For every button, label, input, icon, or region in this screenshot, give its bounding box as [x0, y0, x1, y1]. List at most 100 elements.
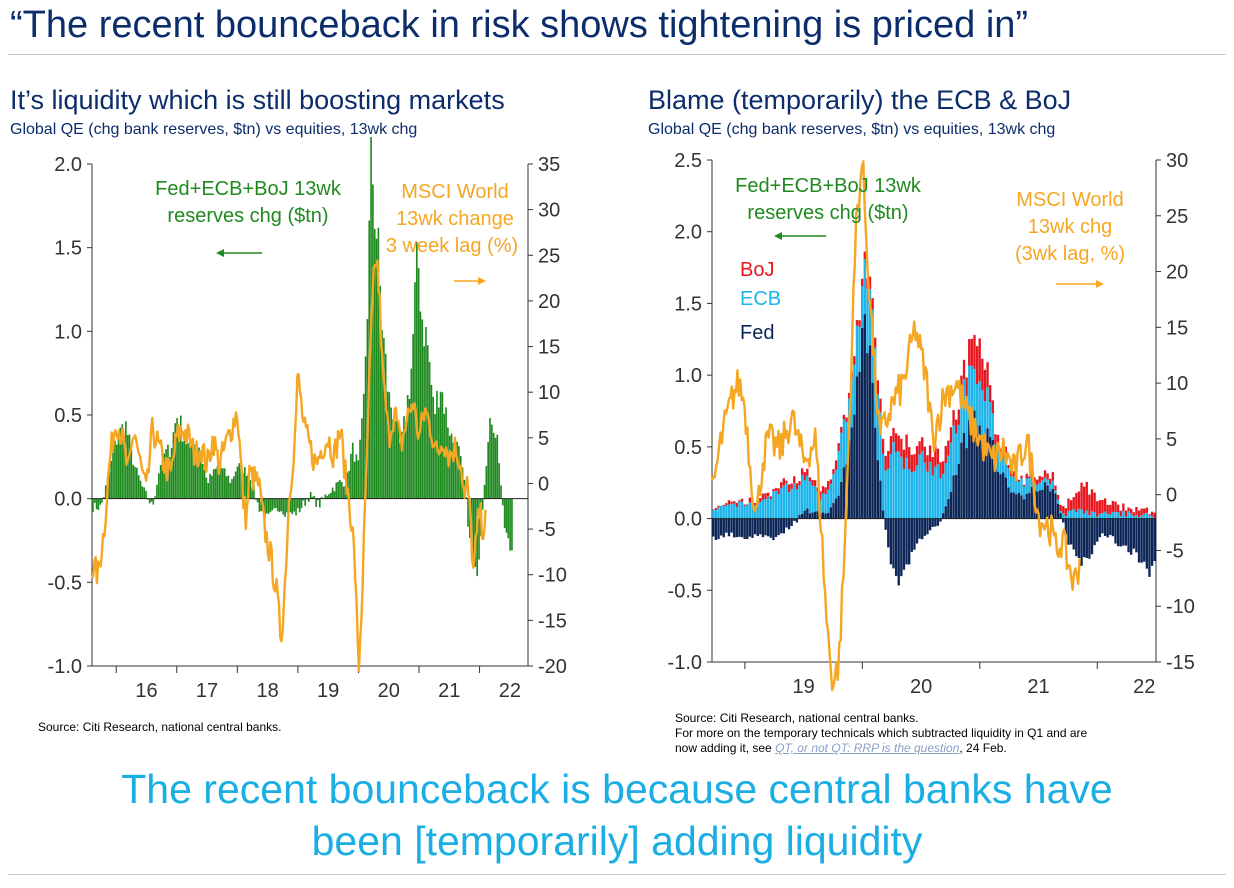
bar-fed — [874, 427, 877, 519]
bar-boj — [908, 447, 911, 470]
bar-boj — [717, 505, 720, 508]
bar-ecb — [1069, 510, 1073, 519]
bar-ecb — [1077, 508, 1081, 519]
bar-fed — [834, 498, 838, 519]
bar — [190, 445, 193, 499]
bar-ecb — [808, 481, 812, 514]
bar — [326, 495, 328, 499]
source-link[interactable]: QT, or not QT: RRP is the question — [775, 741, 960, 755]
bar-fed — [1041, 489, 1044, 519]
bar-boj — [748, 497, 752, 503]
bar-fed — [968, 419, 971, 519]
bar — [97, 498, 100, 510]
bar-fed — [722, 518, 725, 538]
bar-boj — [735, 502, 738, 507]
bar — [275, 498, 277, 509]
bar-ecb — [986, 387, 989, 429]
bar-fed — [1098, 518, 1102, 538]
bar — [141, 486, 144, 499]
bar-boj — [795, 483, 799, 490]
bar-fed — [725, 518, 728, 533]
bar-ecb — [991, 413, 994, 441]
bar-ecb — [727, 504, 731, 519]
bar-boj — [900, 438, 903, 457]
bar-boj — [957, 409, 960, 425]
bar-ecb — [983, 401, 987, 446]
bar-fed — [1135, 518, 1138, 553]
legend-boj: BoJ — [740, 259, 774, 281]
bar-fed — [1103, 518, 1107, 536]
left-chart: -1.0 -0.5 0.0 0.5 1.0 1.5 2.0 -20 -15 -10 -5 0 5 10 15… — [48, 137, 567, 702]
bar — [189, 439, 191, 499]
bar-boj — [897, 435, 900, 452]
bar-fed — [1007, 487, 1010, 519]
msci-world-line — [90, 259, 487, 672]
bar-ecb — [887, 468, 890, 519]
bar — [350, 453, 352, 499]
bar-ecb — [1020, 478, 1023, 496]
bar-boj — [730, 501, 733, 504]
bar-fed — [790, 518, 793, 527]
y-right-tick-label: -15 — [1166, 652, 1195, 674]
bar-fed — [1150, 518, 1154, 566]
bar-boj — [915, 445, 919, 466]
bar-boj — [939, 462, 942, 479]
bar-boj — [876, 380, 880, 395]
bar-boj — [1056, 494, 1060, 500]
bar-fed — [908, 518, 911, 565]
bar — [280, 498, 283, 512]
bar — [458, 445, 460, 499]
bar-fed — [1075, 518, 1078, 557]
bar-fed — [766, 518, 770, 537]
bar-ecb — [785, 483, 788, 519]
bar-fed — [991, 440, 994, 519]
bar — [260, 498, 263, 511]
bar-boj — [968, 339, 971, 366]
bar-fed — [1127, 518, 1130, 553]
bar — [179, 415, 182, 499]
bar-fed — [793, 518, 796, 521]
msci-world-line — [710, 160, 1081, 692]
left-chart-right-legend: MSCI World 13wk change 3 week lag (%) — [386, 181, 518, 257]
y-left-tick-label: 2.5 — [674, 150, 702, 172]
bar — [503, 498, 506, 529]
bar-boj — [994, 434, 997, 444]
bar-boj — [725, 503, 728, 506]
bar-ecb — [908, 469, 911, 519]
bar-boj — [902, 449, 906, 469]
y-right-tick-label: -5 — [538, 519, 556, 541]
bar-fed — [986, 428, 989, 519]
x-tick-label: 17 — [196, 680, 218, 702]
bar — [362, 393, 365, 499]
top-divider — [8, 54, 1226, 55]
bar-boj — [853, 356, 856, 365]
bar-fed — [811, 512, 814, 519]
bar — [253, 485, 255, 499]
y-right-tick-label: 15 — [538, 337, 560, 359]
bar-fed — [1130, 518, 1133, 555]
bar-ecb — [941, 473, 945, 514]
bar-boj — [894, 433, 898, 452]
bar-fed — [900, 518, 903, 577]
bar-boj — [1111, 500, 1115, 512]
bar-boj — [1101, 499, 1104, 514]
bar-boj — [892, 427, 895, 443]
bar — [108, 471, 111, 499]
bar-boj — [1153, 512, 1156, 519]
bar — [130, 446, 133, 499]
bar-fed — [1035, 491, 1039, 519]
bar-fed — [842, 467, 846, 519]
bar-fed — [1025, 493, 1028, 519]
bar-ecb — [813, 486, 817, 512]
bar — [485, 466, 488, 499]
bar-fed — [761, 518, 765, 538]
y-left-tick-label: 0.0 — [54, 489, 82, 511]
bar-ecb — [975, 384, 979, 435]
bar-fed — [850, 427, 853, 519]
y-right-tick-label: 15 — [1166, 317, 1188, 339]
bar-boj — [861, 278, 864, 287]
bar-boj — [777, 488, 780, 495]
bar-boj — [1088, 494, 1091, 516]
bar-fed — [892, 518, 895, 569]
bar-boj — [738, 500, 741, 502]
